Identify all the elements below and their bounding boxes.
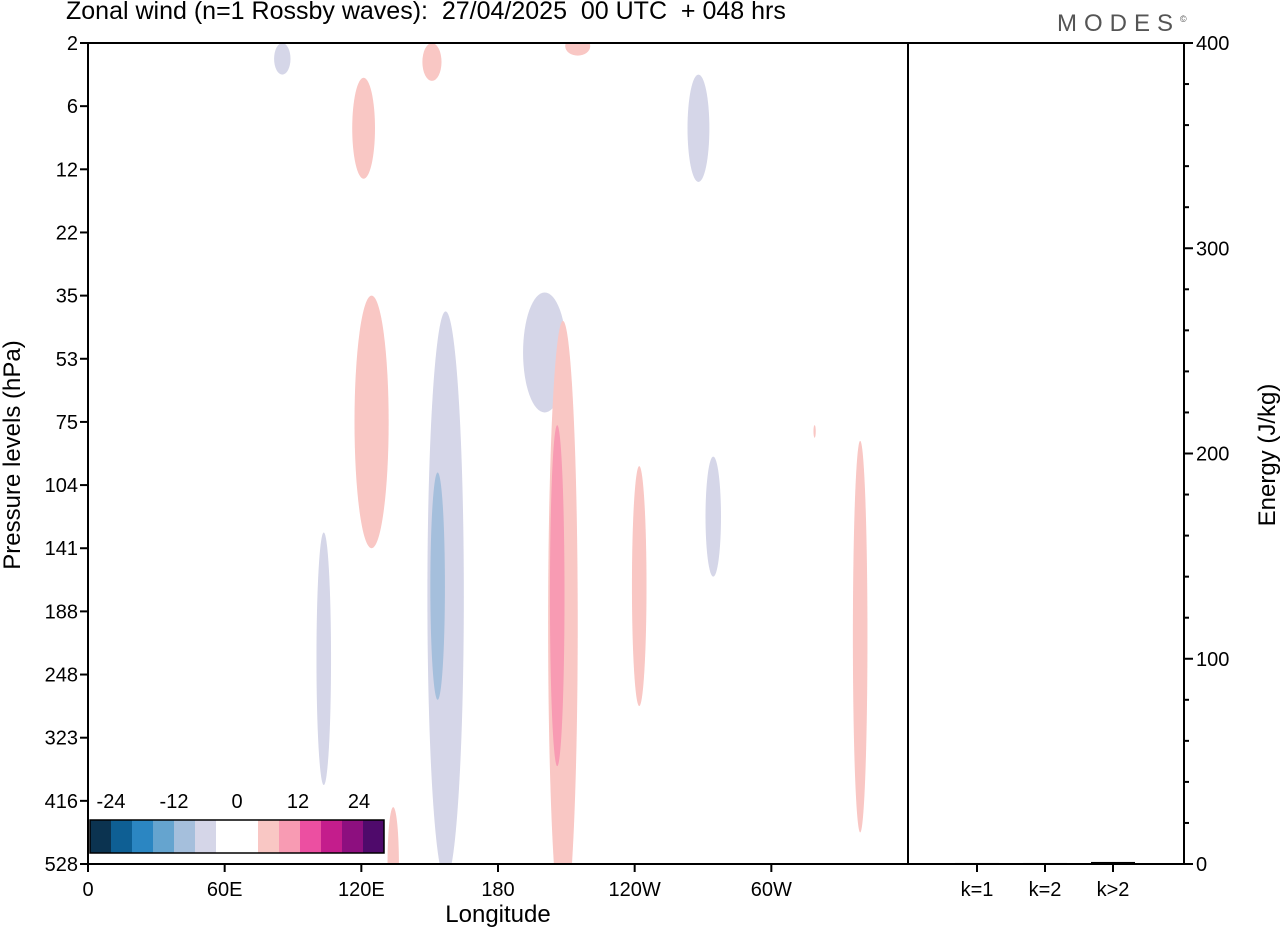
colorbar-swatch [216,820,237,853]
colorbar-swatch [90,820,111,853]
x-tick-label: 120W [609,879,661,901]
y-tick-label: 53 [56,349,78,371]
colorbar-swatch [132,820,153,853]
energy-tick-label: 400 [1196,33,1229,55]
wind-contour [422,43,442,81]
y-axis-title: Pressure levels (hPa) [0,340,26,569]
wind-contour [687,74,710,182]
y-tick-label: 35 [56,286,78,308]
y-tick-label: 6 [67,96,78,118]
y-tick-label: 248 [45,665,78,687]
colorbar-swatch [342,820,363,853]
colorbar-frame [89,819,385,854]
colorbar-label: -12 [160,791,189,813]
colorbar: -24 -12 0 12 24 [89,791,385,854]
brand-logo: MODES© [1057,10,1187,38]
wind-contour [274,43,291,75]
colorbar-label: 24 [348,791,370,813]
y-tick-label: 528 [45,854,78,876]
y-tick-label: 12 [56,159,78,181]
colorbar-label: 12 [287,791,309,813]
wind-contour [631,466,647,707]
wind-contour [427,311,464,864]
y-tick-label: 416 [45,791,78,813]
y-axis-ticks: 2 6 12 22 35 53 75 104 141 188 248 323 416 528 [45,33,88,876]
y-tick-label: 141 [45,538,78,560]
k-tick-label: k=2 [1029,879,1062,901]
y-tick-label: 22 [56,222,78,244]
wavenumber-labels: k=1 k=2 k>2 [961,864,1130,901]
energy-tick-label: 100 [1196,649,1229,671]
wind-contour [549,425,565,767]
x-tick-label: 120E [338,879,385,901]
energy-tick-label: 300 [1196,238,1229,260]
x-tick-label: 180 [481,879,514,901]
wind-contour [430,472,445,700]
contour-fill-layer [274,43,868,864]
energy-axis-ticks: 0 100 200 300 400 [1184,33,1229,876]
plot-frame [87,42,1185,865]
colorbar-swatch [174,820,195,853]
y-tick-label: 323 [45,728,78,750]
wind-contour [852,440,868,833]
y-tick-label: 2 [67,33,78,55]
wind-contour [316,532,332,786]
energy-tick-label: 0 [1196,854,1207,876]
colorbar-swatch [195,820,216,853]
k-tick-label: k=1 [961,879,994,901]
colorbar-label: -24 [97,791,126,813]
x-axis-ticks: 0 60E 120E 180 120W 60W [82,864,792,901]
colorbar-label: 0 [231,791,242,813]
wind-contour [813,425,816,438]
x-tick-label: 60E [207,879,243,901]
colorbar-swatch [300,820,321,853]
x-tick-label: 60W [751,879,792,901]
y-tick-label: 104 [45,475,78,497]
colorbar-swatch [321,820,342,853]
energy-axis-title: Energy (J/kg) [1254,384,1280,527]
brand-name: MODES [1057,10,1181,37]
colorbar-swatch [363,820,384,853]
wind-contour [354,295,389,549]
x-axis-title: Longitude [445,901,550,928]
energy-bar [1091,861,1135,864]
y-tick-label: 188 [45,601,78,623]
colorbar-swatch [258,820,279,853]
energy-tick-label: 200 [1196,444,1229,466]
colorbar-swatch [153,820,174,853]
brand-mark: © [1180,14,1187,24]
wind-contour [387,807,399,864]
colorbar-swatch [237,820,258,853]
chart-title: Zonal wind (n=1 Rossby waves): 27/04/202… [66,0,786,25]
k-tick-label: k>2 [1097,879,1130,901]
x-tick-label: 0 [82,879,93,901]
colorbar-swatch [111,820,132,853]
wind-contour [565,43,591,56]
y-tick-label: 75 [56,412,78,434]
colorbar-swatch [279,820,300,853]
wind-contour [352,77,375,179]
wind-contour [705,456,721,577]
